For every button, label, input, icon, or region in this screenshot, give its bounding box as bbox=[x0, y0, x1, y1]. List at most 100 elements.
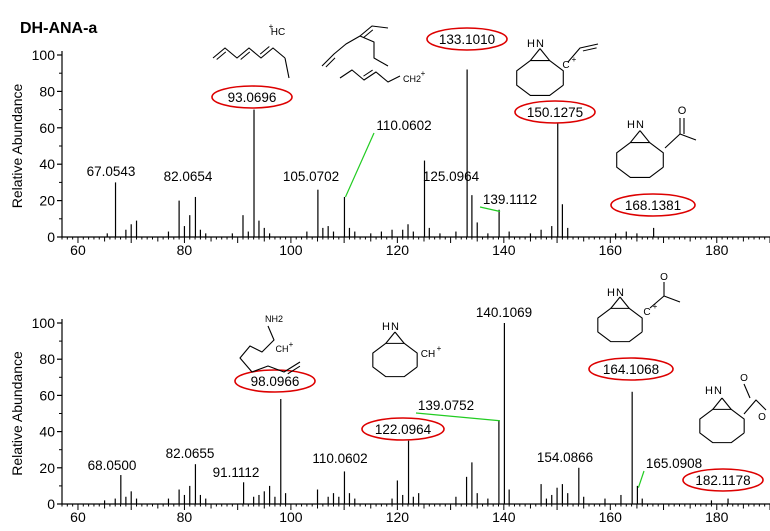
structure-164-n-label: N bbox=[616, 287, 624, 299]
peak-label: 125.0964 bbox=[423, 169, 480, 184]
peak-label: 110.0602 bbox=[312, 451, 367, 466]
peak-label-ellipse bbox=[514, 100, 596, 124]
structure-150-double-bond bbox=[582, 47, 597, 52]
peak-label: 139.0752 bbox=[418, 398, 474, 413]
structure-93-charge: + bbox=[269, 22, 274, 31]
structure-93-double-bond bbox=[216, 51, 227, 60]
structure-150-ring bbox=[516, 59, 564, 97]
y-tick-label: 80 bbox=[39, 351, 55, 367]
y-tick-label: 0 bbox=[47, 229, 55, 245]
structure-93-double-bond bbox=[240, 51, 251, 60]
y-tick-label: 20 bbox=[39, 460, 55, 476]
peak-label: 165.0908 bbox=[646, 456, 702, 471]
peak-label: 93.0696 bbox=[228, 90, 277, 105]
peak-label-leader bbox=[479, 206, 501, 213]
structure-164-o-label: O bbox=[660, 272, 668, 283]
structure-164-ring bbox=[597, 307, 643, 343]
peak-label: 68.0500 bbox=[88, 458, 137, 473]
peak-label: 164.1068 bbox=[603, 362, 659, 377]
x-tick-label: 100 bbox=[279, 242, 303, 258]
structure-182-carbonyl bbox=[743, 383, 751, 399]
x-tick-label: 80 bbox=[177, 242, 193, 258]
structure-93-chain bbox=[212, 47, 286, 59]
peak-label: 67.0543 bbox=[87, 164, 136, 179]
peak-label-leader bbox=[637, 470, 645, 488]
peak-label: 122.0964 bbox=[375, 422, 432, 437]
peak-label: 110.0602 bbox=[376, 118, 431, 133]
x-tick-label: 160 bbox=[599, 242, 623, 258]
peak-label-ellipse bbox=[588, 357, 674, 381]
peak-label-ellipse bbox=[426, 27, 508, 51]
structure-150-n-label: N bbox=[536, 38, 544, 50]
structure-122-ch-label: CH bbox=[421, 349, 435, 360]
x-tick-label: 180 bbox=[705, 509, 729, 525]
structure-122-n-label: N bbox=[391, 321, 399, 333]
structure-150-h-label: H bbox=[527, 38, 535, 50]
structure-168-h-label: H bbox=[627, 119, 635, 131]
structure-182-o-label: O bbox=[740, 373, 748, 384]
peak-label: 139.1112 bbox=[483, 192, 537, 207]
peak-label: 91.1112 bbox=[213, 465, 260, 480]
structure-93-terminal bbox=[284, 57, 290, 79]
structure-122-charge: + bbox=[437, 344, 442, 353]
structure-122-bridge-left bbox=[385, 331, 396, 344]
peak-label: 154.0866 bbox=[537, 450, 593, 465]
structure-182-bridge-left bbox=[712, 397, 723, 410]
x-tick-label: 180 bbox=[705, 242, 729, 258]
structure-122-h-label: H bbox=[382, 321, 390, 333]
y-tick-label: 0 bbox=[47, 496, 55, 512]
peak-label: 133.1010 bbox=[439, 32, 495, 47]
structure-164-c-label: C bbox=[643, 307, 650, 318]
peak-label-ellipse bbox=[682, 468, 764, 492]
structure-133-double-bond bbox=[363, 29, 374, 38]
peak-label: 82.0655 bbox=[166, 446, 215, 461]
structure-98-double-bond bbox=[287, 365, 301, 375]
y-axis-label: Relative Abundance bbox=[9, 351, 25, 476]
structure-98-ch-label: CH bbox=[276, 344, 289, 354]
structure-164-h-label: H bbox=[607, 287, 615, 299]
y-tick-label: 60 bbox=[39, 120, 55, 136]
peak-label: 140.1069 bbox=[476, 305, 532, 320]
figure-title: DH-ANA-a bbox=[20, 20, 97, 37]
structure-182-ring bbox=[699, 408, 745, 444]
peak-label-ellipse bbox=[211, 85, 293, 109]
structure-133-charge: + bbox=[421, 69, 426, 78]
structure-168-o-label: O bbox=[678, 105, 687, 117]
structure-168-bridge-right bbox=[639, 130, 651, 143]
y-tick-label: 80 bbox=[39, 83, 55, 99]
y-tick-label: 100 bbox=[32, 315, 56, 331]
structure-182-n-label: N bbox=[714, 385, 722, 397]
structure-150-bridge-right bbox=[539, 48, 551, 61]
x-tick-label: 120 bbox=[386, 242, 410, 258]
structure-93-double-bond bbox=[259, 46, 270, 55]
y-axis-label: Relative Abundance bbox=[9, 84, 25, 209]
structure-150-charge: + bbox=[572, 55, 577, 64]
structure-98-chain bbox=[239, 325, 301, 373]
structure-164-bridge-right bbox=[619, 296, 630, 309]
y-tick-label: 40 bbox=[39, 156, 55, 172]
structure-133-double-bond bbox=[363, 69, 373, 77]
structure-133-ch2-label: CH2 bbox=[403, 74, 421, 84]
structure-182-h-label: H bbox=[705, 385, 713, 397]
structure-133-vinyl bbox=[359, 25, 389, 37]
structure-133-tail bbox=[339, 69, 401, 83]
x-tick-label: 60 bbox=[70, 242, 86, 258]
structure-182-bridge-right bbox=[721, 397, 732, 410]
peak-label-leader bbox=[415, 412, 500, 422]
x-tick-label: 120 bbox=[386, 509, 410, 525]
structure-182-ring-o-label: O bbox=[758, 412, 766, 423]
peak-label: 98.0966 bbox=[251, 374, 300, 389]
structure-164-charge: + bbox=[653, 302, 658, 311]
structure-168-acetyl bbox=[664, 133, 697, 149]
y-tick-label: 100 bbox=[32, 47, 56, 63]
peak-label-ellipse bbox=[610, 193, 696, 217]
structure-98-nh2-label: NH2 bbox=[265, 314, 283, 324]
peak-label: 182.1178 bbox=[695, 473, 750, 488]
peak-label: 105.0702 bbox=[283, 169, 339, 184]
structure-93-hc-label: HC bbox=[271, 27, 285, 38]
structure-133-double-bond bbox=[325, 57, 336, 68]
x-tick-label: 60 bbox=[70, 509, 86, 525]
x-tick-label: 100 bbox=[279, 509, 303, 525]
structure-150-c-label: C bbox=[562, 60, 569, 71]
